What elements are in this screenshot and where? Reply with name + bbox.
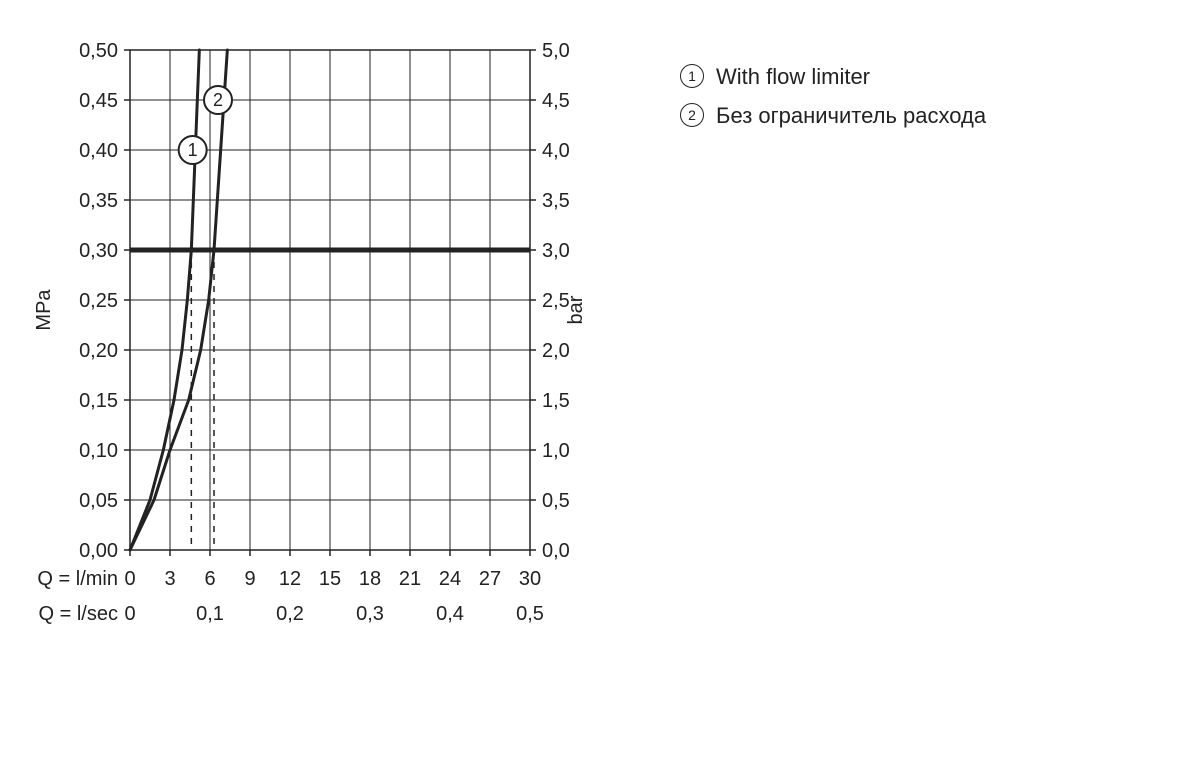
legend-text-1: With flow limiter [716, 60, 870, 93]
legend-marker-2: 2 [680, 103, 704, 127]
svg-text:0,40: 0,40 [79, 140, 118, 162]
svg-text:Q = l/min: Q = l/min [37, 568, 118, 590]
flow-chart: 120,000,050,100,150,200,250,300,350,400,… [30, 40, 590, 720]
svg-text:0,0: 0,0 [542, 540, 570, 562]
svg-text:2: 2 [213, 90, 223, 110]
svg-text:18: 18 [359, 568, 381, 590]
svg-text:6: 6 [204, 568, 215, 590]
svg-text:30: 30 [519, 568, 541, 590]
svg-text:0,20: 0,20 [79, 340, 118, 362]
svg-text:3,5: 3,5 [542, 190, 570, 212]
svg-text:4,5: 4,5 [542, 90, 570, 112]
svg-text:0,15: 0,15 [79, 390, 118, 412]
svg-text:24: 24 [439, 568, 461, 590]
legend-item-1: 1 With flow limiter [680, 60, 986, 93]
svg-text:0,35: 0,35 [79, 190, 118, 212]
legend: 1 With flow limiter 2 Без ограничитель р… [680, 60, 986, 138]
legend-text-2: Без ограничитель расхода [716, 99, 986, 132]
svg-text:0,45: 0,45 [79, 90, 118, 112]
legend-marker-1: 1 [680, 64, 704, 88]
svg-text:Q = l/sec: Q = l/sec [39, 603, 118, 625]
svg-text:12: 12 [279, 568, 301, 590]
svg-text:3: 3 [164, 568, 175, 590]
svg-text:15: 15 [319, 568, 341, 590]
svg-text:0,3: 0,3 [356, 603, 384, 625]
svg-text:1: 1 [188, 140, 198, 160]
svg-text:MPa: MPa [33, 289, 55, 331]
svg-text:2,0: 2,0 [542, 340, 570, 362]
svg-text:bar: bar [565, 295, 587, 324]
chart-svg: 120,000,050,100,150,200,250,300,350,400,… [30, 40, 590, 720]
svg-text:0,4: 0,4 [436, 603, 464, 625]
svg-text:0,50: 0,50 [79, 40, 118, 62]
svg-text:0,1: 0,1 [196, 603, 224, 625]
svg-text:21: 21 [399, 568, 421, 590]
svg-text:5,0: 5,0 [542, 40, 570, 62]
svg-text:9: 9 [244, 568, 255, 590]
svg-text:0,10: 0,10 [79, 440, 118, 462]
svg-text:0,2: 0,2 [276, 603, 304, 625]
svg-text:0,30: 0,30 [79, 240, 118, 262]
svg-text:0: 0 [124, 568, 135, 590]
svg-text:0: 0 [124, 603, 135, 625]
svg-text:0,05: 0,05 [79, 490, 118, 512]
legend-item-2: 2 Без ограничитель расхода [680, 99, 986, 132]
svg-text:0,25: 0,25 [79, 290, 118, 312]
svg-text:0,5: 0,5 [542, 490, 570, 512]
svg-text:0,00: 0,00 [79, 540, 118, 562]
svg-text:1,5: 1,5 [542, 390, 570, 412]
svg-text:1,0: 1,0 [542, 440, 570, 462]
svg-text:0,5: 0,5 [516, 603, 544, 625]
svg-text:3,0: 3,0 [542, 240, 570, 262]
svg-text:27: 27 [479, 568, 501, 590]
svg-text:4,0: 4,0 [542, 140, 570, 162]
page: 120,000,050,100,150,200,250,300,350,400,… [0, 0, 1200, 765]
